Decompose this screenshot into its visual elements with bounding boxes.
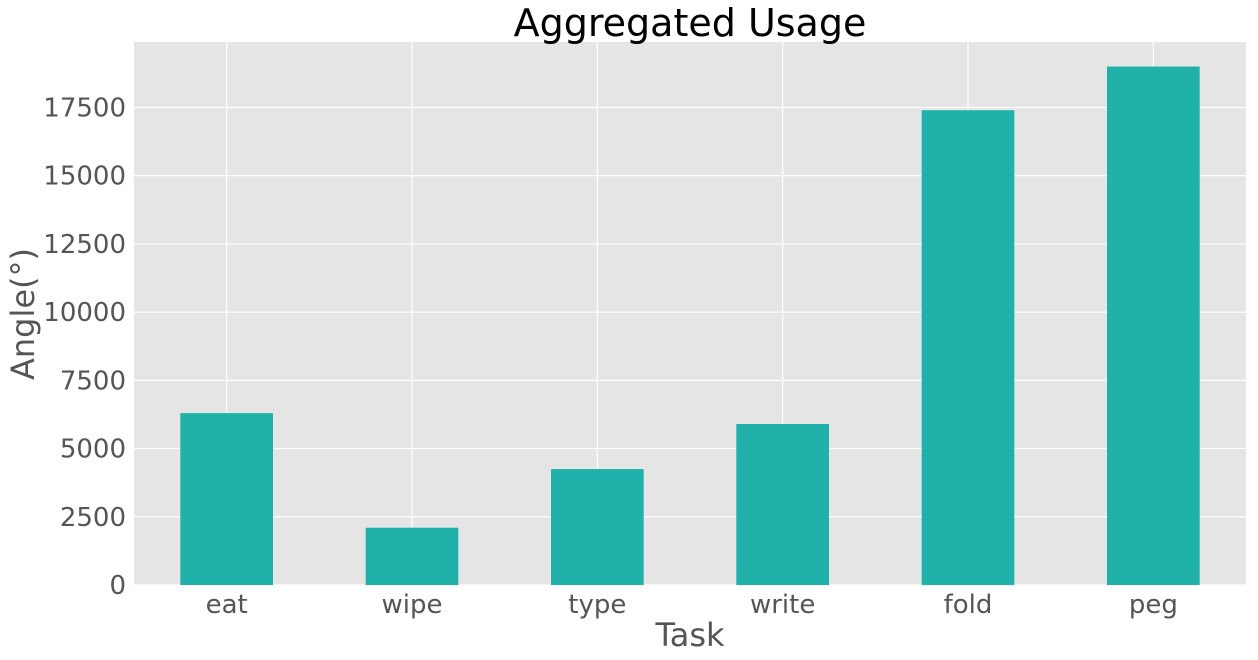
y-tick-label: 10000: [43, 298, 126, 328]
x-tick-labels: eat wipe type write fold peg: [206, 590, 1178, 620]
y-tick-label: 12500: [43, 230, 126, 260]
plot-area: [134, 42, 1246, 585]
x-tick-label-peg: peg: [1129, 590, 1178, 620]
y-tick-label: 5000: [60, 435, 126, 465]
y-tick-label: 15000: [43, 162, 126, 192]
bar-write: [736, 424, 829, 585]
x-tick-label-eat: eat: [206, 590, 248, 620]
x-axis-label: Task: [654, 616, 725, 654]
x-tick-label-type: type: [568, 590, 626, 620]
bar-eat: [180, 413, 273, 585]
y-tick-labels: 0 2500 5000 7500 10000 12500 15000 17500: [43, 93, 126, 601]
bars: [180, 66, 1200, 586]
y-tick-label: 17500: [43, 93, 126, 123]
y-tick-label: 7500: [60, 366, 126, 396]
y-tick-label: 0: [109, 571, 126, 601]
bar-type: [551, 469, 644, 585]
bar-wipe: [365, 527, 459, 585]
x-tick-label-write: write: [750, 590, 815, 620]
x-tick-label-wipe: wipe: [382, 590, 443, 620]
bar-peg: [1107, 66, 1200, 585]
y-tick-label: 2500: [60, 503, 126, 533]
chart-title: Aggregated Usage: [514, 1, 867, 45]
bar-fold: [921, 110, 1015, 586]
x-tick-label-fold: fold: [944, 590, 993, 620]
y-axis-label: Angle(°): [4, 248, 42, 380]
